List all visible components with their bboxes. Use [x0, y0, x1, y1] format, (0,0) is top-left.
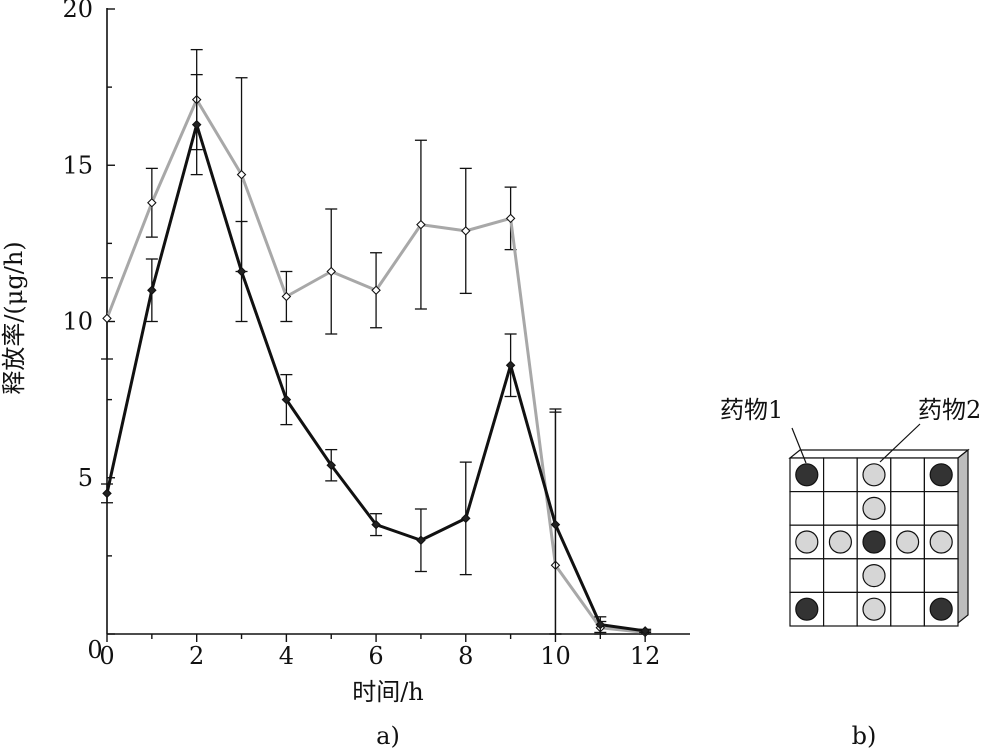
drug1-marker	[929, 463, 953, 487]
drug2-marker	[862, 496, 886, 520]
series-line	[105, 98, 646, 634]
origin-tick-label: 0	[87, 636, 102, 664]
data-point	[371, 285, 381, 296]
drug2-marker	[828, 530, 853, 554]
drug2-marker	[862, 563, 886, 588]
y-tick-label: 10	[62, 308, 93, 336]
leader-line-drug1	[791, 427, 807, 464]
drug-arrangement-diagram: 药物1 药物2	[720, 396, 981, 627]
data-point	[505, 213, 516, 224]
data-point	[416, 535, 426, 546]
grid-cell	[822, 457, 858, 493]
data-point	[505, 360, 516, 371]
drug-grid	[789, 457, 959, 627]
drug1-marker	[862, 530, 886, 554]
grid-cell	[822, 591, 858, 627]
data-point	[595, 619, 606, 630]
data-point	[236, 169, 247, 180]
grid-cell	[890, 491, 925, 526]
data-point	[147, 285, 157, 296]
series-1	[101, 73, 652, 636]
data-point	[326, 460, 337, 471]
data-point	[102, 488, 112, 499]
drug1-marker	[795, 463, 819, 487]
x-tick-label: 6	[368, 642, 383, 670]
series-line	[105, 123, 646, 633]
x-tick-label: 4	[279, 642, 294, 670]
x-tick-label: 0	[99, 642, 114, 670]
grid-cell	[890, 591, 925, 627]
drug2-marker	[862, 463, 886, 487]
series-layer	[101, 48, 652, 638]
data-point	[236, 266, 247, 277]
panel-b-label: b)	[852, 722, 877, 750]
grid-top-face	[788, 449, 970, 459]
grid-cell	[822, 558, 858, 593]
drug2-marker	[862, 597, 886, 621]
grid-cell	[923, 491, 959, 526]
grid-cell	[923, 558, 959, 593]
grid-side-face	[957, 448, 969, 625]
data-point	[191, 119, 202, 130]
data-point	[460, 513, 471, 524]
grid-cell	[822, 491, 858, 526]
drug2-marker	[895, 530, 920, 554]
drug2-marker	[929, 530, 953, 554]
axis-tick-labels: 0 2 4 6 8 10 12 5 10 15 20 0	[62, 0, 660, 670]
data-point	[102, 313, 112, 324]
data-point	[640, 626, 650, 636]
grid-cell	[789, 491, 825, 526]
x-tick-label: 12	[630, 642, 661, 670]
data-point	[326, 266, 337, 277]
data-point	[416, 219, 426, 230]
grid-cell	[890, 558, 925, 593]
grid-cell	[890, 457, 925, 493]
panel-a-label: a)	[376, 722, 400, 750]
drug1-marker	[929, 597, 953, 621]
x-tick-label: 10	[540, 642, 571, 670]
grid-cell	[789, 558, 825, 593]
data-point	[371, 519, 381, 530]
data-point	[550, 519, 561, 530]
y-tick-label: 5	[78, 464, 93, 492]
y-tick-label: 20	[62, 0, 93, 23]
y-axis-title: 释放率/(μg/h)	[0, 241, 28, 394]
x-tick-label: 2	[189, 642, 204, 670]
series-2	[101, 48, 652, 638]
data-point	[281, 394, 292, 405]
data-point	[460, 226, 471, 236]
drug1-marker	[795, 597, 819, 621]
data-point	[281, 291, 292, 302]
drug2-marker	[795, 530, 819, 554]
x-tick-label: 8	[458, 642, 473, 670]
data-point	[147, 197, 157, 208]
leader-line-drug2	[879, 423, 921, 463]
legend-label-drug2: 药物2	[918, 396, 981, 424]
legend-label-drug1: 药物1	[720, 396, 783, 424]
y-tick-label: 15	[62, 151, 93, 179]
x-axis-title: 时间/h	[352, 678, 424, 706]
